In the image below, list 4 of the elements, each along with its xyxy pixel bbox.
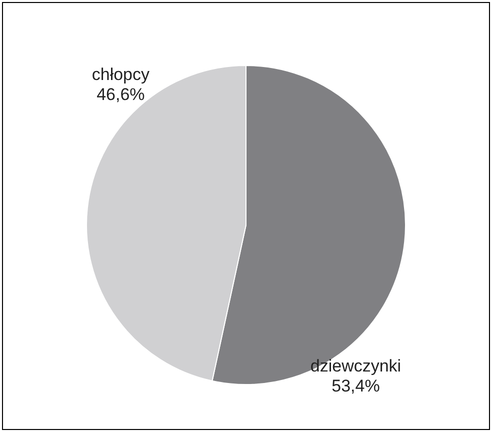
data-label: 53,4% bbox=[332, 376, 380, 396]
slice-label: dziewczynki bbox=[310, 356, 402, 376]
data-label: 46,6% bbox=[96, 85, 145, 104]
slice-label: chłopcy bbox=[92, 65, 150, 84]
